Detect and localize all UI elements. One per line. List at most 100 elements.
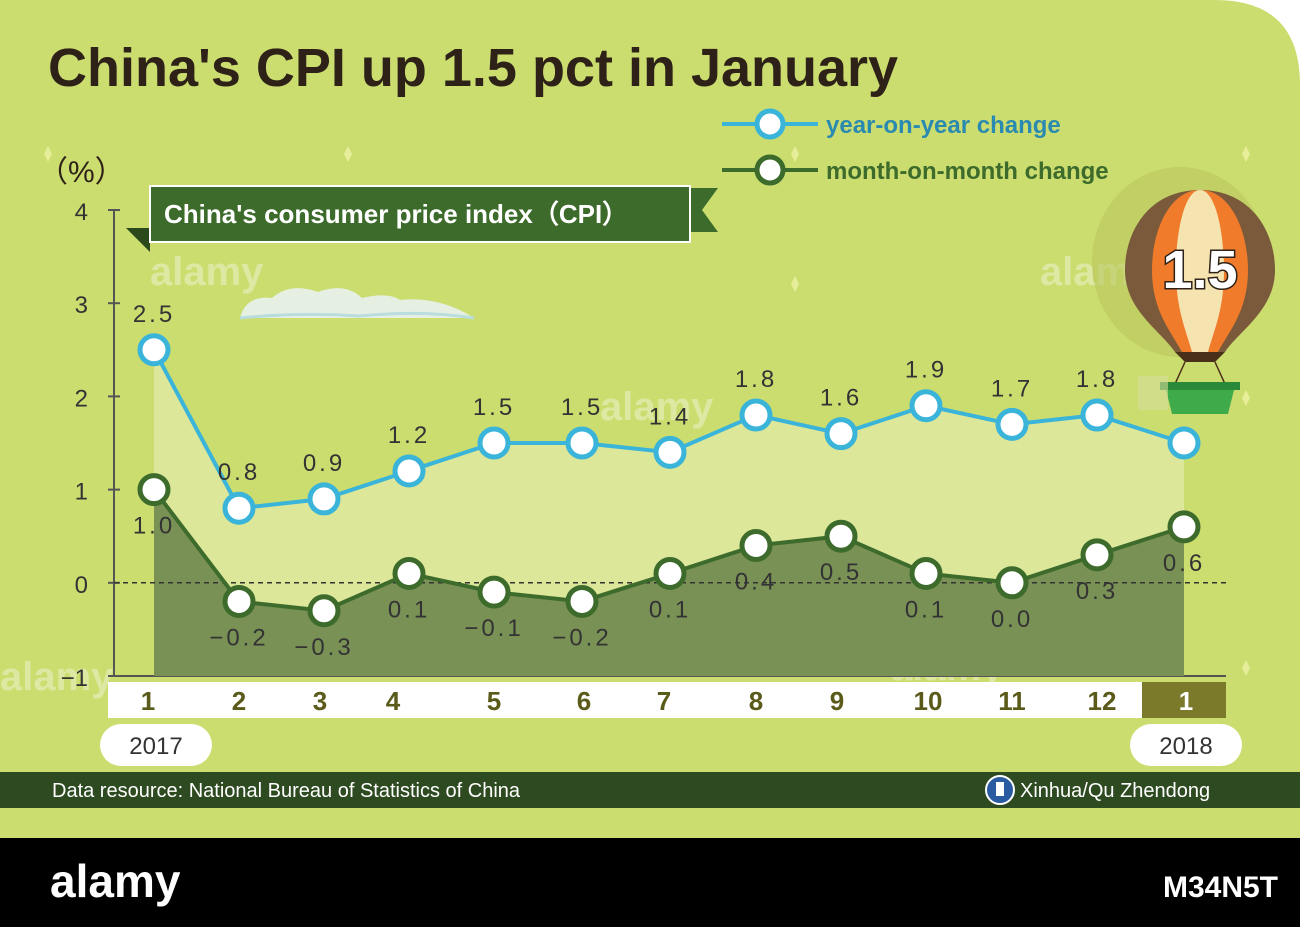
- watermark-text: alamy: [600, 385, 714, 429]
- yoy-data-label: 0.8: [218, 459, 260, 486]
- legend-marker-yoy: [754, 108, 786, 140]
- xinhua-logo-icon: [985, 775, 1015, 805]
- mom-point: [137, 473, 171, 507]
- chart-banner: China's consumer price index（CPI）: [126, 185, 718, 252]
- x-category-band: [108, 682, 1226, 718]
- mom-point: [222, 584, 256, 618]
- year-label-start: 2017: [129, 733, 182, 760]
- x-tick-label: 5: [487, 686, 501, 716]
- mom-data-label: −0.2: [552, 624, 611, 651]
- watermark-text: alamy: [150, 250, 264, 294]
- mom-point: [653, 556, 687, 590]
- yoy-point: [653, 435, 687, 469]
- mom-data-label: 0.1: [905, 596, 947, 623]
- mom-data-label: 1.0: [133, 513, 175, 540]
- mom-point: [824, 519, 858, 553]
- y-tick-label: 0: [75, 572, 88, 599]
- mom-data-label: 0.1: [649, 596, 691, 623]
- page-title: China's CPI up 1.5 pct in January: [48, 38, 898, 98]
- yoy-data-label: 1.8: [735, 366, 777, 393]
- x-tick-label: 8: [749, 686, 763, 716]
- mom-data-label: −0.1: [464, 615, 523, 642]
- yoy-point: [137, 333, 171, 367]
- yoy-data-label: 1.8: [1076, 366, 1118, 393]
- yoy-data-label: 1.9: [905, 357, 947, 384]
- yoy-data-label: 1.6: [820, 385, 862, 412]
- yoy-point: [392, 454, 426, 488]
- mom-point: [392, 556, 426, 590]
- x-tick-label: 9: [830, 686, 844, 716]
- x-tick-label: 4: [386, 686, 401, 716]
- x-tick-label: 6: [577, 686, 591, 716]
- legend-marker-mom: [754, 154, 786, 186]
- y-axis-unit: （%）: [38, 156, 125, 189]
- y-tick-label: 1: [75, 479, 88, 506]
- chart-plot: 2.5 0.8 0.9 1.2 1.5 1.5 1.4 1.8 1.6 1.9 1.7 1.8 1.0 −…: [114, 301, 1226, 676]
- y-tick-label: 2: [75, 385, 88, 412]
- yoy-data-label: 1.7: [991, 375, 1033, 402]
- yoy-data-label: 1.5: [473, 394, 515, 421]
- cloud-decoration: [239, 288, 475, 320]
- mom-data-label: 0.1: [388, 596, 430, 623]
- yoy-point: [739, 398, 773, 432]
- x-tick-label: 11: [998, 686, 1026, 716]
- source-text: Data resource: National Bureau of Statis…: [52, 780, 521, 802]
- mom-point: [739, 529, 773, 563]
- year-label-end: 2018: [1159, 733, 1212, 760]
- source-bar: [0, 772, 1300, 808]
- mom-point: [1080, 538, 1114, 572]
- chart-legend: year-on-year change month-on-month chang…: [722, 108, 1109, 186]
- stock-logo: alamy: [50, 855, 181, 907]
- watermark-text: alamy: [0, 655, 114, 699]
- yoy-point: [1167, 426, 1201, 460]
- mom-point: [565, 584, 599, 618]
- yoy-point: [222, 491, 256, 525]
- y-tick-label: −1: [61, 665, 88, 692]
- x-tick-label: 2: [232, 686, 246, 716]
- legend-label-mom: month-on-month change: [826, 158, 1109, 185]
- yoy-point: [909, 389, 943, 423]
- mom-data-label: −0.2: [209, 624, 268, 651]
- yoy-point: [565, 426, 599, 460]
- stock-id: M34N5T: [1163, 871, 1278, 904]
- stock-bar: [0, 838, 1300, 927]
- mom-point: [307, 594, 341, 628]
- yoy-point: [824, 417, 858, 451]
- yoy-point: [1080, 398, 1114, 432]
- y-ticks: 4 3 2 1 0 −1: [61, 199, 120, 692]
- x-tick-label: 1: [1179, 686, 1193, 716]
- mom-data-label: 0.3: [1076, 578, 1118, 605]
- yoy-point: [477, 426, 511, 460]
- year-pill-end: [1130, 724, 1242, 766]
- y-tick-label: 4: [75, 199, 88, 226]
- x-ticks: 1 2 3 4 5 6 7 8 9 10 11 12 1: [141, 686, 1193, 716]
- mom-data-label: 0.4: [735, 569, 777, 596]
- credit-text: Xinhua/Qu Zhendong: [1020, 780, 1210, 802]
- mom-data-label: 0.5: [820, 559, 862, 586]
- balloon-illustration: 1.5: [1092, 167, 1275, 414]
- mom-point: [1167, 510, 1201, 544]
- x-tick-label: 3: [313, 686, 327, 716]
- mom-point: [995, 566, 1029, 600]
- mom-point: [477, 575, 511, 609]
- yoy-point: [995, 407, 1029, 441]
- x-tick-label: 1: [141, 686, 155, 716]
- balloon-value: 1.5: [1162, 240, 1237, 300]
- mom-data-label: −0.3: [294, 634, 353, 661]
- y-tick-label: 3: [75, 292, 88, 319]
- x-category-highlight: [1142, 682, 1226, 718]
- yoy-data-label: 2.5: [133, 301, 175, 328]
- mom-data-label: 0.0: [991, 606, 1033, 633]
- x-tick-label: 12: [1088, 686, 1117, 716]
- banner-text: China's consumer price index（CPI）: [164, 199, 628, 229]
- yoy-data-label: 0.9: [303, 450, 345, 477]
- x-tick-label: 10: [914, 686, 943, 716]
- legend-label-yoy: year-on-year change: [826, 112, 1061, 139]
- yoy-data-label: 1.2: [388, 422, 430, 449]
- year-pill-start: [100, 724, 212, 766]
- x-tick-label: 7: [657, 686, 671, 716]
- mom-point: [909, 556, 943, 590]
- yoy-data-label: 1.4: [649, 403, 691, 430]
- yoy-data-label: 1.5: [561, 394, 603, 421]
